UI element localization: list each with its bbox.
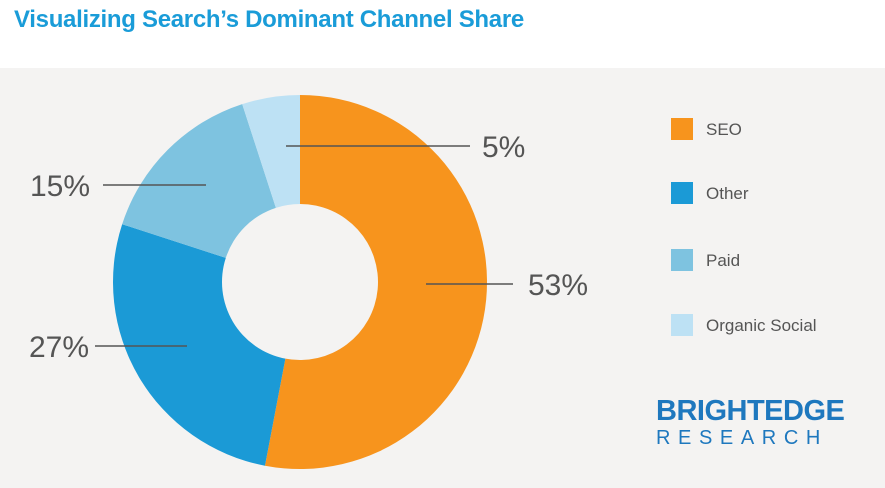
donut-chart: 53% 27% 15% 5% — [29, 95, 588, 469]
slice-other — [112, 224, 286, 466]
legend-swatch-paid — [671, 249, 693, 271]
logo-wordmark-bottom: RESEARCH — [656, 427, 828, 449]
value-label-other: 27% — [29, 331, 89, 364]
value-label-organic-social: 5% — [482, 131, 525, 164]
legend-label-organic-social: Organic Social — [706, 316, 817, 335]
legend-label-seo: SEO — [706, 120, 742, 139]
chart-title: Visualizing Search’s Dominant Channel Sh… — [14, 6, 524, 33]
brightedge-research-logo: BRIGHTEDGE RESEARCH — [656, 395, 845, 450]
legend-swatch-other — [671, 182, 693, 204]
legend-label-other: Other — [706, 184, 749, 203]
legend-swatch-organic-social — [671, 314, 693, 336]
value-label-seo: 53% — [528, 269, 588, 302]
chart-panel: 53% 27% 15% 5% SEO Other Paid Organic Socia… — [0, 68, 885, 488]
legend-label-paid: Paid — [706, 251, 741, 270]
value-label-paid: 15% — [30, 170, 90, 203]
slice-paid — [122, 104, 276, 258]
legend-swatch-seo — [671, 118, 693, 140]
slice-organic-social — [242, 95, 300, 208]
logo-wordmark-top: BRIGHTEDGE — [656, 395, 845, 427]
slice-seo — [264, 95, 487, 469]
